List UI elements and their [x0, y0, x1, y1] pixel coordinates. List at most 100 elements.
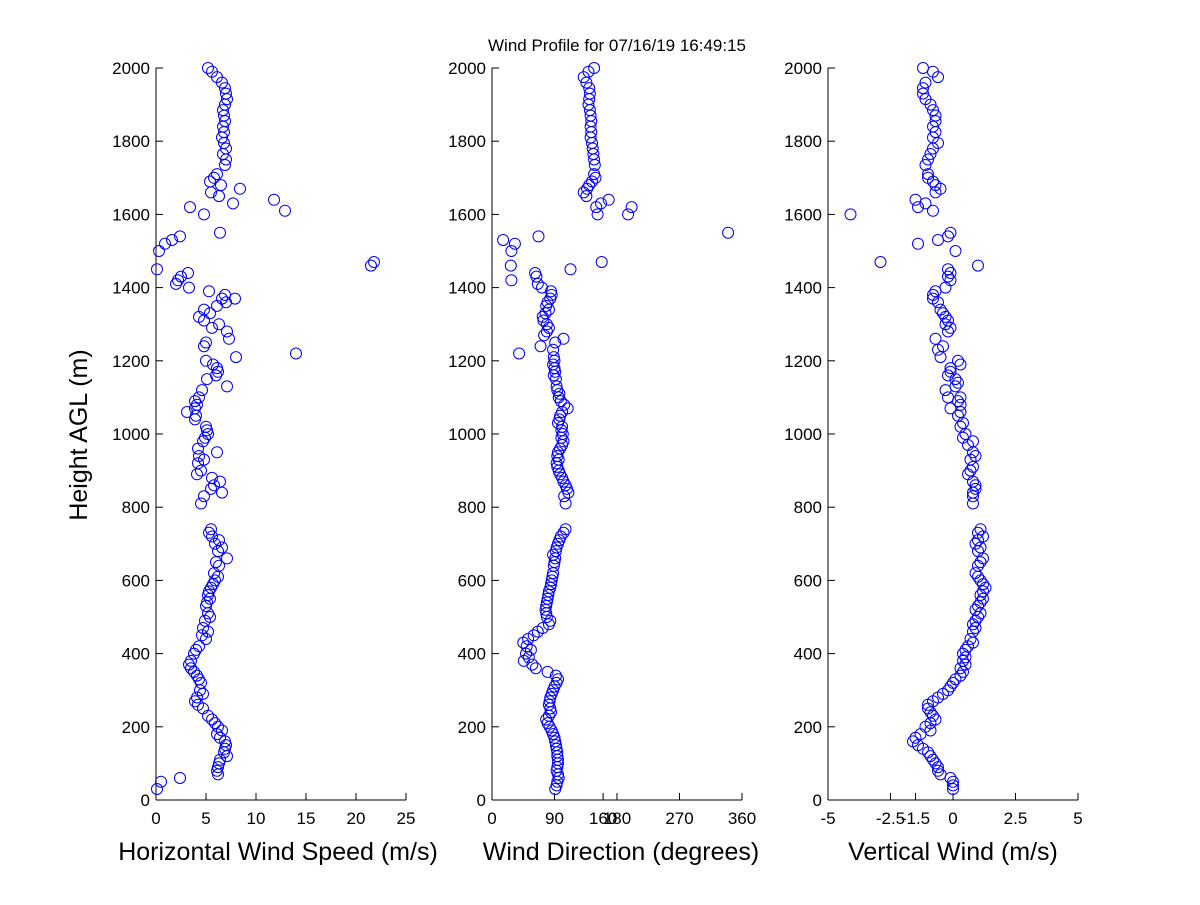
- direction-data-point: [588, 159, 601, 171]
- speed-data-point: [212, 768, 224, 781]
- direction-data-point: [545, 578, 557, 591]
- vertical-data-point: [969, 567, 982, 580]
- direction-data-point: [557, 526, 570, 539]
- vertical-data-point: [977, 585, 989, 598]
- panel-direction: 0 200 400 600 800 1000 1200 1400 1600 1800 2000 0 90…: [448, 59, 759, 866]
- speed-data-point: [220, 739, 232, 752]
- speed-data-point: [195, 497, 207, 510]
- vertical-data-point: [944, 362, 957, 375]
- vertical-data-point: [957, 654, 969, 667]
- vertical-data-point: [927, 204, 939, 217]
- vertical-data-point: [954, 391, 967, 404]
- speed-data-point: [211, 299, 223, 312]
- direction-data-point: [595, 256, 608, 268]
- vertical-data-point: [967, 490, 979, 503]
- speed-data-point: [202, 62, 214, 74]
- vertical-x-tick-label: -2.5: [876, 809, 905, 828]
- speed-data-point: [206, 713, 218, 726]
- speed-data-point: [214, 226, 226, 239]
- direction-data-point: [558, 490, 571, 503]
- speed-data-point: [200, 420, 212, 433]
- vertical-data-point: [969, 479, 982, 492]
- direction-data-point: [531, 277, 544, 290]
- direction-data-point: [589, 171, 602, 184]
- vertical-data-point: [957, 431, 969, 444]
- speed-data-point: [151, 783, 163, 795]
- direction-y-tick-label: 0: [477, 791, 486, 810]
- vertical-data-point: [944, 274, 957, 287]
- direction-data-point: [562, 486, 575, 499]
- speed-data-point: [290, 347, 302, 360]
- vertical-data-point: [967, 475, 979, 488]
- speed-data-point: [211, 168, 223, 181]
- speed-data-point: [185, 662, 197, 675]
- vertical-data-point: [934, 303, 947, 316]
- speed-data-point: [209, 717, 221, 730]
- vertical-x-tick-label: 2.5: [1004, 809, 1028, 828]
- vertical-x-tick-label: -1.5: [901, 809, 930, 828]
- direction-data-point: [541, 665, 554, 678]
- vertical-data-point: [952, 409, 964, 422]
- speed-data-point: [219, 159, 231, 171]
- vertical-y-tick-label: 800: [794, 498, 822, 517]
- speed-series: [151, 62, 380, 795]
- speed-data-point: [200, 354, 212, 367]
- direction-data-point: [529, 662, 542, 675]
- vertical-series: [844, 62, 992, 795]
- direction-data-point: [622, 208, 635, 221]
- speed-data-point: [220, 153, 232, 166]
- direction-y-tick-label: 800: [458, 498, 486, 517]
- speed-data-point: [216, 131, 228, 144]
- vertical-data-point: [909, 731, 922, 744]
- vertical-data-point: [874, 256, 887, 268]
- speed-data-point: [182, 267, 194, 279]
- speed-data-point: [198, 314, 210, 327]
- direction-data-point: [545, 574, 558, 587]
- vertical-y-tick-label: 1200: [784, 352, 822, 371]
- speed-data-point: [216, 541, 228, 554]
- vertical-data-point: [949, 245, 962, 257]
- speed-data-point: [166, 234, 178, 246]
- vertical-y-tick-label: 1800: [784, 132, 822, 151]
- vertical-data-point: [957, 647, 969, 660]
- vertical-data-point: [972, 611, 984, 623]
- vertical-data-point: [932, 234, 944, 246]
- vertical-data-point: [947, 676, 959, 689]
- vertical-data-point: [974, 596, 987, 609]
- speed-data-point: [191, 468, 203, 481]
- direction-data-point: [577, 186, 590, 199]
- speed-data-point: [211, 446, 223, 459]
- vertical-data-point: [967, 460, 979, 473]
- direction-data-point: [544, 702, 557, 715]
- vertical-data-point: [979, 581, 992, 594]
- speed-data-point: [201, 596, 213, 609]
- vertical-data-point: [957, 665, 969, 678]
- speed-data-point: [175, 270, 187, 283]
- vertical-data-point: [944, 321, 957, 334]
- vertical-data-point: [917, 87, 929, 100]
- vertical-data-point: [964, 633, 977, 645]
- vertical-data-point: [927, 709, 939, 722]
- vertical-data-point: [949, 380, 962, 393]
- vertical-data-point: [977, 552, 989, 565]
- vertical-x-tick-label: -5: [820, 809, 835, 828]
- vertical-x-axis-title: Vertical Wind (m/s): [848, 838, 1058, 866]
- vertical-data-point: [937, 307, 949, 320]
- direction-y-tick-label: 1600: [448, 205, 486, 224]
- direction-data-point: [580, 190, 593, 203]
- speed-y-tick-label: 1400: [112, 279, 150, 298]
- direction-data-point: [542, 303, 555, 316]
- speed-data-point: [184, 201, 196, 214]
- direction-data-point: [551, 384, 564, 397]
- direction-data-point: [625, 201, 638, 214]
- speed-x-axis-title: Horizontal Wind Speed (m/s): [118, 838, 438, 866]
- speed-data-point: [174, 772, 186, 784]
- direction-data-point: [534, 340, 547, 353]
- speed-data-point: [200, 633, 212, 645]
- speed-y-tick-label: 0: [141, 791, 150, 810]
- speed-data-point: [201, 373, 213, 386]
- speed-y-tick-label: 1200: [112, 352, 150, 371]
- speed-y-tick-label: 400: [122, 645, 150, 664]
- direction-x-tick-label: 270: [665, 809, 693, 828]
